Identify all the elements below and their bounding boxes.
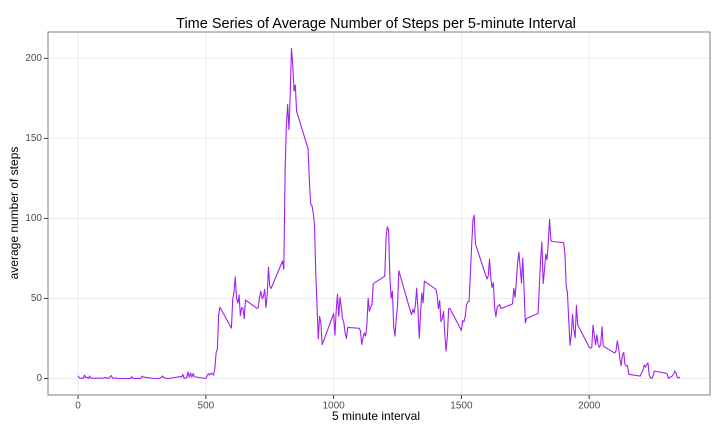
panel-border — [47, 31, 711, 396]
y-tick-label: 50 — [31, 293, 43, 304]
x-tick-label: 1000 — [323, 401, 346, 412]
y-axis-title: average number of steps — [7, 147, 21, 280]
chart-title: Time Series of Average Number of Steps p… — [176, 16, 576, 32]
x-axis-title: 5 minute interval — [332, 409, 420, 423]
x-tick-label: 1500 — [450, 401, 473, 412]
y-tick-label: 200 — [25, 53, 42, 64]
y-tick-label: 0 — [36, 373, 42, 384]
y-tick-label: 100 — [25, 213, 42, 224]
y-tick-label: 150 — [25, 133, 42, 144]
data-line — [77, 47, 681, 380]
x-tick-label: 500 — [198, 401, 215, 412]
x-tick-label: 0 — [75, 401, 81, 412]
x-tick-label: 2000 — [578, 401, 601, 412]
